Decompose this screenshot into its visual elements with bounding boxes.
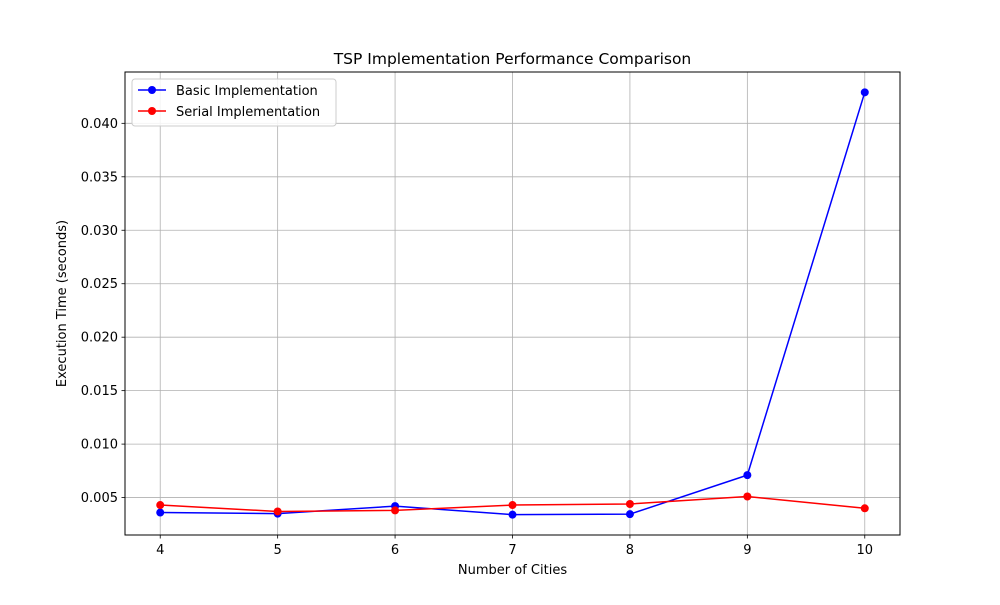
x-tick-label: 9 — [743, 543, 751, 558]
y-tick-label: 0.015 — [81, 384, 118, 399]
legend-marker-serial — [148, 107, 156, 115]
y-tick-label: 0.010 — [81, 438, 118, 453]
x-tick-label: 5 — [274, 543, 282, 558]
data-point-series-1 — [156, 501, 165, 510]
x-tick-label: 6 — [391, 543, 399, 558]
legend-label-basic: Basic Implementation — [176, 84, 318, 99]
y-tick-label: 0.030 — [81, 224, 118, 239]
x-axis-label: Number of Cities — [458, 563, 567, 578]
x-tick-label: 4 — [156, 543, 164, 558]
plot-series — [156, 88, 869, 519]
y-tick-label: 0.020 — [81, 331, 118, 346]
data-point-series-0 — [156, 508, 165, 517]
x-tick-label: 7 — [508, 543, 516, 558]
grid-lines — [125, 72, 900, 535]
axis-ticks: 4 5 6 7 8 9 10 0.005 0.010 0.015 0.020 0.025 0.030 0.… — [81, 117, 873, 558]
y-tick-label: 0.040 — [81, 117, 118, 132]
data-point-series-1 — [743, 492, 752, 501]
data-point-series-1 — [860, 504, 869, 513]
x-tick-label: 10 — [856, 543, 873, 558]
data-point-series-0 — [860, 88, 869, 97]
legend-marker-basic — [148, 86, 156, 94]
y-tick-label: 0.025 — [81, 277, 118, 292]
data-point-series-1 — [625, 499, 634, 508]
data-point-series-0 — [625, 510, 634, 519]
data-point-series-1 — [273, 507, 282, 516]
legend-label-serial: Serial Implementation — [176, 105, 320, 120]
data-point-series-0 — [743, 471, 752, 480]
y-tick-label: 0.005 — [81, 491, 118, 506]
data-point-series-1 — [508, 501, 517, 510]
data-point-series-1 — [391, 506, 400, 515]
y-axis-label: Execution Time (seconds) — [55, 220, 70, 387]
chart-title: TSP Implementation Performance Compariso… — [333, 50, 692, 68]
legend-box — [131, 78, 337, 127]
y-tick-label: 0.035 — [81, 170, 118, 185]
legend: Basic Implementation Serial Implementati… — [131, 78, 337, 127]
data-point-series-0 — [508, 510, 517, 519]
x-tick-label: 8 — [626, 543, 634, 558]
